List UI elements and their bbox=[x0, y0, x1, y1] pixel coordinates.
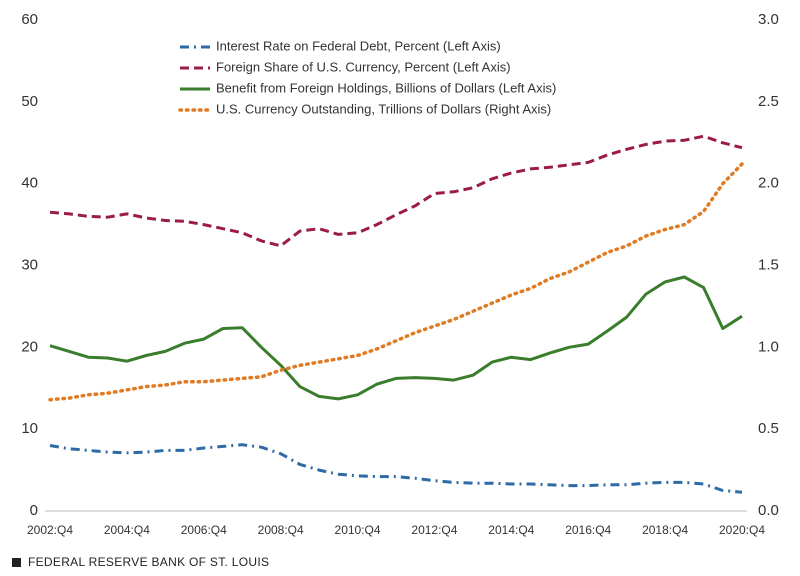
source-icon bbox=[12, 558, 21, 567]
y2-tick-label: 1.5 bbox=[758, 256, 779, 273]
series-line bbox=[48, 162, 744, 402]
x-tick-label: 2012:Q4 bbox=[411, 523, 457, 537]
x-tick-label: 2004:Q4 bbox=[104, 523, 150, 537]
y2-tick-label: 0.5 bbox=[758, 420, 779, 437]
y-tick-label: 0 bbox=[30, 502, 38, 519]
x-tick-label: 2020:Q4 bbox=[719, 523, 765, 537]
legend-label: Interest Rate on Federal Debt, Percent (… bbox=[216, 38, 501, 53]
y2-tick-label: 2.5 bbox=[758, 93, 779, 110]
legend-label: Foreign Share of U.S. Currency, Percent … bbox=[216, 59, 511, 74]
y2-tick-label: 2.0 bbox=[758, 175, 779, 192]
series-line bbox=[49, 275, 743, 401]
y-tick-label: 50 bbox=[21, 93, 38, 110]
x-tick-label: 2016:Q4 bbox=[565, 523, 611, 537]
y2-tick-label: 0.0 bbox=[758, 502, 779, 519]
y-tick-label: 60 bbox=[21, 11, 38, 28]
x-tick-label: 2014:Q4 bbox=[488, 523, 534, 537]
y2-tick-label: 3.0 bbox=[758, 11, 779, 28]
y-tick-label: 40 bbox=[21, 175, 38, 192]
x-tick-label: 2006:Q4 bbox=[181, 523, 227, 537]
series-line bbox=[49, 134, 743, 248]
source: FEDERAL RESERVE BANK OF ST. LOUIS bbox=[28, 555, 269, 569]
legend-label: Benefit from Foreign Holdings, Billions … bbox=[216, 80, 556, 95]
x-tick-label: 2010:Q4 bbox=[335, 523, 381, 537]
x-tick-label: 2008:Q4 bbox=[258, 523, 304, 537]
y2-tick-label: 1.0 bbox=[758, 338, 779, 355]
legend-label: U.S. Currency Outstanding, Trillions of … bbox=[216, 101, 551, 116]
x-tick-label: 2002:Q4 bbox=[27, 523, 73, 537]
y-tick-label: 30 bbox=[21, 256, 38, 273]
x-tick-label: 2018:Q4 bbox=[642, 523, 688, 537]
y-tick-label: 10 bbox=[21, 420, 38, 437]
y-tick-label: 20 bbox=[21, 338, 38, 355]
